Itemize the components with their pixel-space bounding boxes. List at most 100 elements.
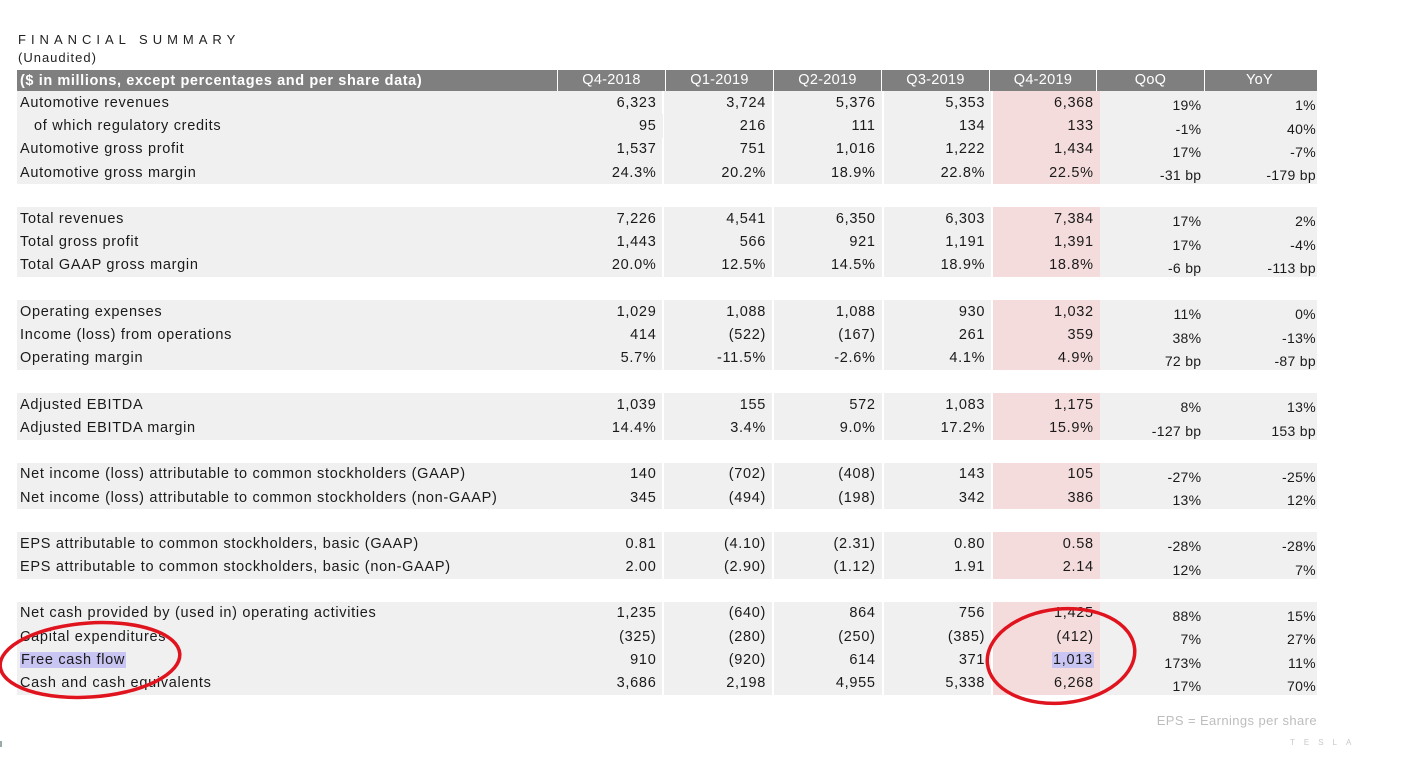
header-col-q4-2019: Q4-2019	[989, 70, 1096, 91]
column-gap	[991, 207, 994, 231]
value-text: 414	[630, 327, 657, 344]
column-gap	[772, 485, 775, 510]
yoy-cell: -25%	[1207, 462, 1317, 486]
value-cell: 95	[554, 114, 663, 138]
column-gap	[991, 230, 994, 254]
value-cell: 20.0%	[554, 253, 663, 278]
value-cell: 1,016	[774, 137, 882, 161]
value-cell: 2.14	[993, 555, 1100, 579]
value-cell: 342	[883, 485, 992, 510]
header-col-yoy: YoY	[1204, 70, 1314, 91]
column-gap	[881, 462, 884, 486]
column-gap	[881, 300, 884, 324]
value-cell: 371	[883, 648, 992, 672]
row-label: Automotive gross profit	[17, 137, 555, 161]
row-label-text: EPS attributable to common stockholders,…	[20, 535, 419, 552]
value-cell: 0.58	[993, 532, 1100, 556]
row-label-text: Total gross profit	[20, 234, 139, 251]
yoy-cell: 153 bp	[1207, 416, 1317, 440]
qoq-cell: 17%	[1099, 207, 1208, 231]
column-gap	[772, 671, 775, 695]
row-label: Total gross profit	[17, 230, 555, 254]
value-cell: 6,268	[993, 671, 1100, 695]
value-text: 1,434	[1053, 141, 1094, 158]
value-text: 133	[1067, 117, 1094, 134]
table-row: Total gross profit 1,443 566 921 1,191 1,391 1…	[17, 230, 1317, 254]
column-gap	[772, 323, 775, 347]
value-cell: 18.9%	[774, 160, 882, 185]
row-label: Total revenues	[17, 207, 555, 231]
value-text: 6,350	[835, 210, 876, 227]
qoq-cell: 17%	[1099, 137, 1208, 161]
value-text: 14.5%	[831, 257, 876, 274]
value-text: 12.5%	[721, 257, 767, 274]
value-text: 22.8%	[940, 164, 986, 181]
value-cell: (1.12)	[774, 555, 882, 579]
value-text: 22.5%	[1049, 164, 1094, 181]
value-text: 20.0%	[611, 257, 657, 274]
header-label: ($ in millions, except percentages and p…	[20, 72, 423, 89]
value-text: (1.12)	[833, 559, 876, 576]
value-cell: 1,425	[993, 601, 1100, 626]
yoy-cell: -7%	[1207, 137, 1317, 161]
column-gap	[662, 601, 665, 626]
column-gap	[662, 648, 665, 672]
value-cell: 2.00	[554, 555, 663, 579]
table-row: Automotive gross profit 1,537 751 1,016 1,22…	[17, 137, 1317, 161]
value-text: 1,537	[616, 141, 657, 158]
column-gap	[772, 346, 775, 370]
row-group: Net income (loss) attributable to common…	[17, 462, 1317, 510]
row-label: Cash and cash equivalents	[17, 671, 555, 695]
table-row: Operating expenses 1,029 1,088 1,088 930 1,03…	[17, 300, 1317, 324]
value-cell: 261	[883, 323, 992, 347]
value-cell: 386	[993, 485, 1100, 510]
value-cell: 0.80	[883, 532, 992, 556]
value-cell: 1,029	[554, 300, 663, 324]
value-cell: 9.0%	[774, 416, 882, 440]
qoq-cell: 17%	[1099, 230, 1208, 254]
column-gap	[662, 230, 665, 254]
column-gap	[662, 91, 665, 115]
column-gap	[991, 91, 994, 115]
row-label-text: EPS attributable to common stockholders,…	[20, 559, 451, 576]
qoq-cell: 12%	[1099, 555, 1208, 579]
value-text: 566	[739, 234, 767, 251]
value-cell: 3.4%	[664, 416, 773, 440]
value-cell: 216	[664, 114, 773, 138]
value-text: 15.9%	[1049, 419, 1094, 436]
value-text: 5,353	[945, 94, 986, 111]
value-text: 371	[958, 651, 986, 668]
footnote: EPS = Earnings per share	[1156, 713, 1317, 728]
value-cell: 1.91	[883, 555, 992, 579]
value-text: 155	[739, 396, 767, 413]
row-label: of which regulatory credits	[17, 114, 555, 138]
value-cell: 17.2%	[883, 416, 992, 440]
value-cell: 18.8%	[993, 253, 1100, 278]
column-gap	[662, 160, 665, 185]
table-row: Adjusted EBITDA margin 14.4% 3.4% 9.0% 17.2%…	[17, 416, 1317, 440]
value-text: 5.7%	[620, 350, 657, 367]
value-cell: 566	[664, 230, 773, 254]
qoq-cell: 173%	[1099, 648, 1208, 672]
row-label: Operating margin	[17, 346, 555, 370]
column-gap	[772, 207, 775, 231]
column-gap	[881, 625, 884, 649]
value-text: 24.3%	[611, 164, 657, 181]
value-text: 342	[958, 489, 986, 506]
value-cell: 14.4%	[554, 416, 663, 440]
table-row: Net income (loss) attributable to common…	[17, 485, 1317, 510]
value-text: 7,384	[1053, 210, 1094, 227]
qoq-cell: 7%	[1099, 625, 1208, 649]
column-gap	[662, 625, 665, 649]
table-row: Free cash flow 910 (920) 614 371 1,013 173% 11%	[17, 648, 1317, 672]
value-cell: 22.8%	[883, 160, 992, 185]
yoy-cell: 11%	[1207, 648, 1317, 672]
value-text: 14.4%	[611, 419, 657, 436]
value-text: 2.00	[625, 559, 657, 576]
table-row: Operating margin 5.7% -11.5% -2.6% 4.1% 4.9% 7…	[17, 346, 1317, 370]
value-cell: 6,350	[774, 207, 882, 231]
table-row: Capital expenditures (325) (280) (250) (385)…	[17, 625, 1317, 649]
column-gap	[991, 485, 994, 510]
value-cell: 20.2%	[664, 160, 773, 185]
row-label-text: of which regulatory credits	[34, 117, 222, 134]
